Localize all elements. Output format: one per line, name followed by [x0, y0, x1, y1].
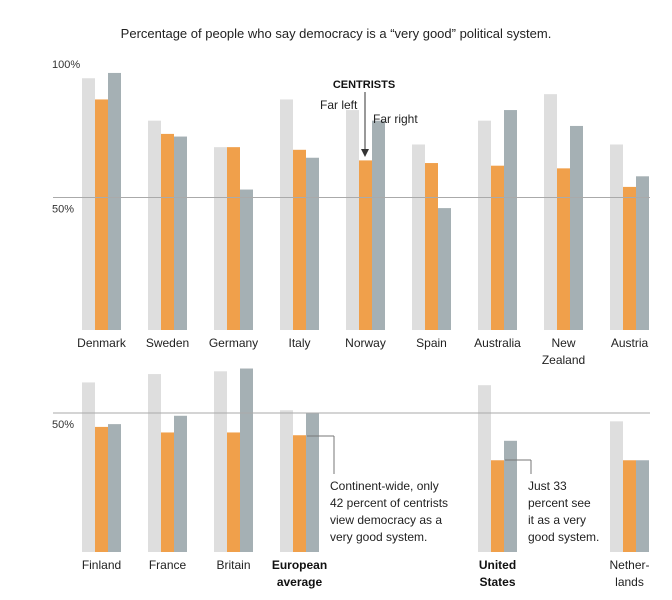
bar-far-right: [636, 176, 649, 330]
bar-far-left: [280, 99, 293, 330]
bar-far-right: [306, 157, 319, 330]
bar-far-right: [174, 136, 187, 330]
category-label: States: [479, 575, 515, 589]
legend-arrow-head: [361, 149, 369, 157]
category-label: Spain: [416, 336, 447, 350]
bar-far-left: [478, 120, 491, 331]
legend-far-left-label: Far left: [320, 98, 358, 112]
bar-centrists: [623, 460, 636, 552]
chart-title: Percentage of people who say democracy i…: [120, 26, 552, 41]
callout-text: Continent-wide, only: [330, 479, 439, 493]
bar-centrists: [95, 99, 108, 330]
category-label: European: [272, 558, 327, 572]
category-label: Sweden: [146, 336, 189, 350]
bar-far-left: [214, 371, 227, 552]
bar-far-left: [82, 78, 95, 330]
bar-far-right: [240, 368, 253, 552]
bar-centrists: [227, 432, 240, 552]
category-label: Britain: [216, 558, 250, 572]
bar-far-right: [306, 413, 319, 552]
bar-far-right: [636, 460, 649, 552]
bar-centrists: [293, 149, 306, 330]
bar-far-right: [174, 415, 187, 552]
callout-text: very good system.: [330, 530, 427, 544]
legend-centrists-label: CENTRISTS: [333, 79, 395, 91]
category-label: Denmark: [77, 336, 127, 350]
bar-centrists: [161, 133, 174, 330]
callout-text: Just 33: [528, 479, 567, 493]
bar-far-right: [504, 110, 517, 330]
callout-text: percent see: [528, 496, 591, 510]
bar-centrists: [293, 435, 306, 552]
bar-centrists: [557, 168, 570, 330]
category-label: New: [551, 336, 575, 350]
category-label: lands: [615, 575, 644, 589]
bar-centrists: [425, 163, 438, 330]
callout-text: view democracy as a: [330, 513, 442, 527]
bar-centrists: [491, 460, 504, 552]
category-label: Nether-: [609, 558, 649, 572]
bar-far-left: [214, 147, 227, 330]
bar-far-right: [438, 208, 451, 330]
bar-far-left: [280, 410, 293, 552]
category-label: Germany: [209, 336, 258, 350]
bar-far-left: [346, 110, 359, 330]
callout-text: 42 percent of centrists: [330, 496, 448, 510]
legend-far-right-label: Far right: [373, 112, 418, 126]
bar-centrists: [491, 165, 504, 330]
bar-far-left: [82, 382, 95, 552]
bar-far-left: [412, 144, 425, 330]
bar-centrists: [359, 160, 372, 330]
bar-far-left: [544, 94, 557, 331]
y-tick-label: 50%: [52, 204, 74, 216]
bar-far-left: [610, 421, 623, 552]
bar-far-right: [240, 189, 253, 330]
bar-far-right: [108, 424, 121, 552]
bar-centrists: [623, 186, 636, 330]
bar-far-right: [570, 125, 583, 330]
category-label: Austria: [611, 336, 649, 350]
bar-far-left: [148, 120, 161, 331]
y-tick-label: 100%: [52, 59, 80, 71]
y-tick-label: 50%: [52, 419, 74, 431]
category-label: France: [149, 558, 187, 572]
bar-far-right: [504, 440, 517, 552]
callout-text: it as a very: [528, 513, 586, 527]
category-label: average: [277, 575, 323, 589]
bar-far-left: [148, 374, 161, 552]
category-label: Finland: [82, 558, 121, 572]
category-label: Italy: [288, 336, 310, 350]
bar-centrists: [161, 432, 174, 552]
category-label: Australia: [474, 336, 521, 350]
bar-far-left: [478, 385, 491, 552]
bar-far-left: [610, 144, 623, 330]
bar-centrists: [95, 426, 108, 552]
category-label: Zealand: [542, 353, 585, 367]
bar-centrists: [227, 147, 240, 330]
category-label: United: [479, 558, 516, 572]
callout-text: good system.: [528, 530, 599, 544]
bar-far-right: [108, 72, 121, 330]
bar-far-right: [372, 120, 385, 331]
category-label: Norway: [345, 336, 386, 350]
